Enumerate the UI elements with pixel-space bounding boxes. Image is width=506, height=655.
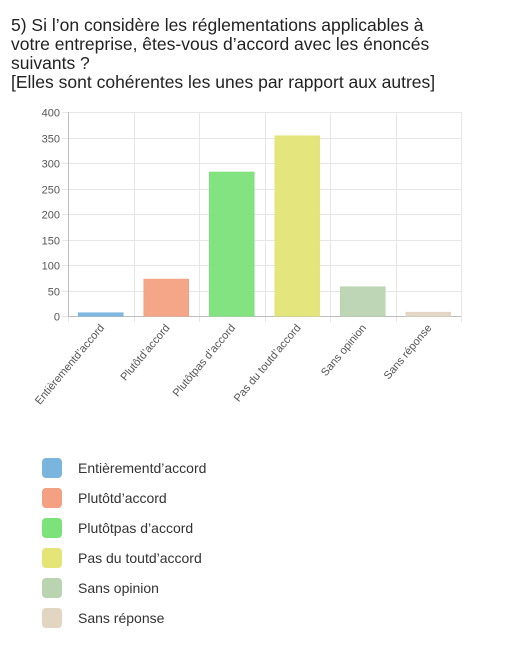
legend-label: Sans opinion	[78, 580, 159, 596]
question-line: [Elles sont cohérentes les unes par rapp…	[11, 72, 436, 92]
bar	[339, 286, 386, 317]
y-tick-label: 350	[42, 134, 60, 146]
bar	[405, 311, 452, 317]
bar	[77, 312, 124, 317]
y-tick-label: 250	[42, 185, 60, 197]
x-tick-label: Pas du toutd’accord	[232, 322, 304, 404]
x-tick-label: Sans opinion	[319, 322, 369, 378]
legend-label: Plutôtpas d’accord	[78, 520, 194, 536]
legend-item[interactable]: Sans réponse	[42, 603, 206, 633]
legend-label: Entièrementd’accord	[78, 460, 207, 476]
x-tick-label: Entièrementd’accord	[33, 322, 107, 407]
y-tick-label: 300	[42, 159, 60, 171]
y-tick-label: 150	[42, 236, 60, 248]
y-tick-label: 100	[42, 261, 60, 273]
question-text: 5) Si l’on considère les réglementations…	[11, 16, 496, 92]
x-tick-label: Plutôtpas d’accord	[171, 322, 238, 399]
question-line: votre entreprise, êtes-vous d’accord ave…	[11, 34, 430, 54]
bar	[274, 135, 321, 317]
legend-label: Pas du toutd’accord	[78, 550, 202, 566]
legend-swatch	[42, 488, 62, 508]
legend: Entièrementd’accord Plutôtd’accord Plutô…	[42, 453, 206, 633]
bar	[208, 171, 255, 317]
legend-item[interactable]: Sans opinion	[42, 573, 206, 603]
legend-swatch	[42, 518, 62, 538]
legend-swatch	[42, 458, 62, 478]
legend-swatch	[42, 578, 62, 598]
legend-item[interactable]: Entièrementd’accord	[42, 453, 206, 483]
legend-label: Sans réponse	[78, 610, 165, 626]
legend-item[interactable]: Plutôtd’accord	[42, 483, 206, 513]
bar	[143, 278, 190, 317]
legend-swatch	[42, 548, 62, 568]
x-tick-label: Plutôtd’accord	[119, 322, 173, 383]
legend-item[interactable]: Pas du toutd’accord	[42, 543, 206, 573]
y-tick-label: 200	[42, 210, 60, 222]
legend-label: Plutôtd’accord	[78, 490, 167, 506]
question-line: 5) Si l’on considère les réglementations…	[11, 15, 424, 35]
y-tick-label: 0	[54, 312, 60, 324]
y-tick-label: 400	[42, 108, 60, 120]
x-tick-label: Sans réponse	[382, 322, 435, 382]
question-line: suivants ?	[11, 53, 90, 73]
legend-swatch	[42, 608, 62, 628]
y-tick-label: 50	[48, 287, 60, 299]
legend-item[interactable]: Plutôtpas d’accord	[42, 513, 206, 543]
